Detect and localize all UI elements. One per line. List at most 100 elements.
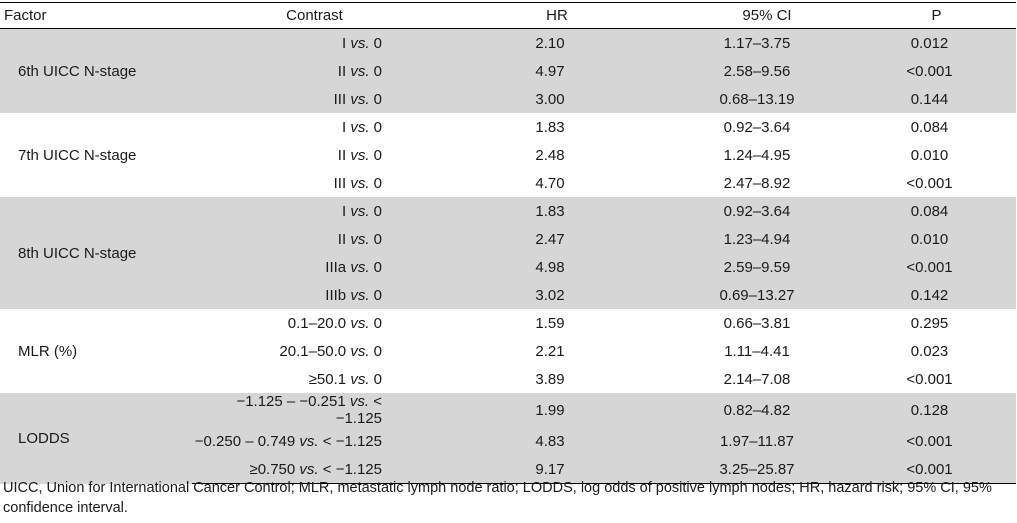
header-p: P	[857, 2, 1016, 29]
contrast-vs: vs.	[350, 342, 370, 360]
contrast-vs: vs.	[350, 370, 370, 388]
hr-cell: 2.47	[437, 225, 677, 253]
hr-cell: 4.83	[437, 427, 677, 455]
table-row: ≥0.750 vs. < −1.125 9.17 3.25–25.87 <0.001	[0, 455, 1016, 484]
table-row: II vs. 0 4.97 2.58–9.56 <0.001	[0, 57, 1016, 85]
contrast-reference: 0	[373, 34, 382, 52]
contrast-reference: 0	[373, 314, 382, 332]
p-value-cell: <0.001	[857, 169, 1016, 197]
p-value-cell: 0.128	[857, 393, 1016, 427]
hazard-ratio-table: Factor Contrast HR 95% CI P 6th UICC N-s…	[0, 2, 1016, 484]
table-row: III vs. 0 4.70 2.47–8.92 <0.001	[0, 169, 1016, 197]
header-contrast: Contrast	[192, 2, 437, 29]
factor-cell: LODDS	[0, 393, 192, 484]
contrast-level: ≥0.750	[249, 460, 296, 478]
contrast-reference: 0	[373, 286, 382, 304]
p-value-cell: 0.144	[857, 85, 1016, 113]
contrast-vs: vs.	[350, 230, 370, 248]
contrast-reference: 0	[373, 62, 382, 80]
contrast-vs: vs.	[350, 34, 370, 52]
hr-cell: 4.98	[437, 253, 677, 281]
contrast-vs: vs.	[350, 118, 370, 136]
p-value-cell: 0.295	[857, 309, 1016, 337]
p-value-cell: 0.010	[857, 225, 1016, 253]
table-row: LODDS −1.125 – −0.251 vs. < −1.125 1.99 0.8…	[0, 393, 1016, 484]
table-row: 6th UICC N-stage I vs. 0 2.10 1.17–3.75 0.01…	[0, 28, 1016, 113]
table-body: 6th UICC N-stage I vs. 0 2.10 1.17–3.75 0.01…	[0, 28, 1016, 484]
contrast-vs: vs.	[350, 314, 370, 332]
factor-cell: 7th UICC N-stage	[0, 113, 192, 197]
contrast-cell: III vs. 0	[192, 85, 437, 113]
ci-cell: 1.97–11.87	[677, 427, 857, 455]
ci-cell: 1.23–4.94	[677, 225, 857, 253]
p-value-cell: 0.023	[857, 337, 1016, 365]
contrast-vs: vs.	[350, 286, 370, 304]
ci-cell: 2.59–9.59	[677, 253, 857, 281]
contrast-cell: I vs. 0	[192, 197, 437, 225]
contrast-cell: IIIb vs. 0	[192, 281, 437, 309]
p-value-cell: <0.001	[857, 455, 1016, 484]
ci-cell: 1.24–4.95	[677, 141, 857, 169]
p-value-cell: 0.084	[857, 113, 1016, 141]
contrast-cell: I vs. 0	[192, 28, 437, 57]
contrast-reference: 0	[373, 202, 382, 220]
table-row: II vs. 0 2.48 1.24–4.95 0.010	[0, 141, 1016, 169]
contrast-level: II	[337, 62, 347, 80]
contrast-cell: 0.1–20.0 vs. 0	[192, 309, 437, 337]
contrast-vs: vs.	[349, 393, 370, 410]
contrast-vs: vs.	[299, 460, 319, 478]
ci-cell: 2.14–7.08	[677, 365, 857, 393]
p-value-cell: <0.001	[857, 365, 1016, 393]
factor-cell: 8th UICC N-stage	[0, 197, 192, 309]
contrast-cell: −1.125 – −0.251 vs. < −1.125	[192, 393, 437, 427]
p-value-cell: <0.001	[857, 427, 1016, 455]
hr-cell: 2.21	[437, 337, 677, 365]
hr-cell: 2.10	[437, 28, 677, 57]
p-value-cell: 0.084	[857, 197, 1016, 225]
table-row: IIIb vs. 0 3.02 0.69–13.27 0.142	[0, 281, 1016, 309]
header-row: Factor Contrast HR 95% CI P	[0, 2, 1016, 29]
p-value-cell: <0.001	[857, 57, 1016, 85]
ci-cell: 0.68–13.19	[677, 85, 857, 113]
ci-cell: 3.25–25.87	[677, 455, 857, 484]
ci-cell: 0.92–3.64	[677, 197, 857, 225]
contrast-level: I	[341, 34, 347, 52]
results-table-container: Factor Contrast HR 95% CI P 6th UICC N-s…	[0, 2, 1016, 484]
ci-cell: 0.66–3.81	[677, 309, 857, 337]
contrast-reference: < −1.125	[335, 393, 382, 427]
contrast-level: III	[333, 174, 347, 192]
contrast-cell: II vs. 0	[192, 141, 437, 169]
table-row: 20.1–50.0 vs. 0 2.21 1.11–4.41 0.023	[0, 337, 1016, 365]
header-ci: 95% CI	[677, 2, 857, 29]
contrast-level: III	[333, 90, 347, 108]
hr-cell: 1.59	[437, 309, 677, 337]
contrast-level: IIIb	[325, 286, 347, 304]
contrast-level: ≥50.1	[308, 370, 347, 388]
contrast-reference: 0	[373, 118, 382, 136]
contrast-cell: −0.250 – 0.749 vs. < −1.125	[192, 427, 437, 455]
table-row: 7th UICC N-stage I vs. 0 1.83 0.92–3.64 0.08…	[0, 113, 1016, 197]
hr-cell: 1.83	[437, 197, 677, 225]
ci-cell: 1.11–4.41	[677, 337, 857, 365]
contrast-reference: 0	[373, 258, 382, 276]
contrast-reference: 0	[373, 146, 382, 164]
contrast-cell: I vs. 0	[192, 113, 437, 141]
hr-cell: 9.17	[437, 455, 677, 484]
contrast-reference: 0	[373, 174, 382, 192]
contrast-level: 20.1–50.0	[279, 342, 347, 360]
contrast-level: II	[337, 230, 347, 248]
p-value-cell: 0.142	[857, 281, 1016, 309]
ci-cell: 1.17–3.75	[677, 28, 857, 57]
contrast-reference: 0	[373, 90, 382, 108]
contrast-vs: vs.	[299, 432, 319, 450]
hr-cell: 3.00	[437, 85, 677, 113]
contrast-vs: vs.	[350, 174, 370, 192]
ci-cell: 2.47–8.92	[677, 169, 857, 197]
table-row: 8th UICC N-stage I vs. 0 1.83 0.92–3.64 0.08…	[0, 197, 1016, 309]
table-row: −0.250 – 0.749 vs. < −1.125 4.83 1.97–11.8…	[0, 427, 1016, 455]
contrast-cell: II vs. 0	[192, 225, 437, 253]
hr-cell: 2.48	[437, 141, 677, 169]
contrast-reference: 0	[373, 230, 382, 248]
header-factor: Factor	[0, 2, 192, 29]
contrast-level: I	[341, 202, 347, 220]
